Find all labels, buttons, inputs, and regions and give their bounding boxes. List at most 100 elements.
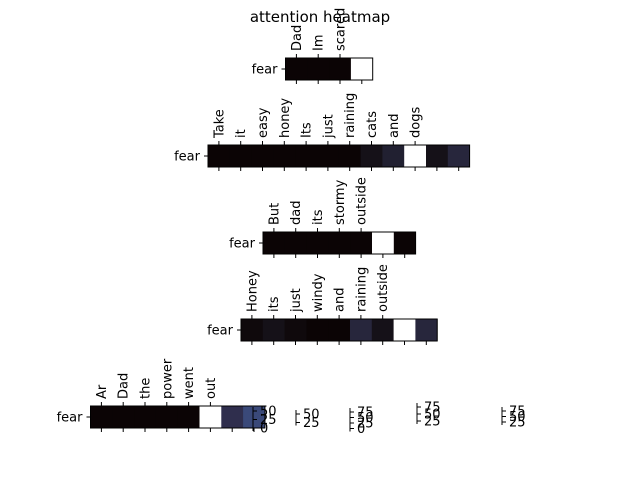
heatmap-row: Ar Dad the power went out fear (57, 358, 266, 432)
colorbar-tick-label: 50 (260, 405, 277, 420)
token-label: just (289, 288, 304, 313)
token-label: and (387, 114, 402, 138)
colorbar-tick-label: 50 (424, 408, 441, 423)
token-label: it (234, 129, 249, 138)
heatmap-cell (243, 406, 266, 428)
colorbar-tick-label: 50 (509, 410, 526, 425)
row-label: fear (229, 237, 256, 252)
colorbar-tick-label: 50 (303, 408, 320, 423)
token-label: Dad (290, 25, 305, 51)
row-label: fear (207, 324, 234, 339)
token-label: Dad (117, 373, 132, 399)
heatmap-cell (350, 58, 374, 80)
row-label: fear (57, 411, 84, 426)
heatmap-cell (262, 319, 285, 341)
colorbar-tick-label: 25 (424, 415, 441, 430)
row-label: fear (174, 150, 201, 165)
heatmap-cell (284, 232, 307, 254)
heatmap-cell (90, 406, 113, 428)
heatmap-cell (273, 145, 296, 167)
token-label: cats (365, 111, 380, 138)
colorbar-tick-label: 75 (424, 401, 441, 416)
token-label: windy (311, 273, 326, 312)
heatmap-cell (229, 145, 252, 167)
row-label: fear (252, 63, 279, 78)
heatmap-cell (263, 232, 286, 254)
token-label: Its (300, 122, 315, 138)
colorbar-tick-label: 0 (260, 422, 268, 437)
heatmap-cell (284, 319, 307, 341)
colorbar-tick-label: 25 (303, 416, 320, 431)
heatmap-cell (371, 319, 394, 341)
token-label: Honey (245, 270, 260, 312)
heatmap-cell (295, 145, 318, 167)
heatmap-cell (338, 145, 361, 167)
token-label: outside (376, 264, 391, 312)
heatmap-cell (393, 232, 416, 254)
heatmap-cell (372, 232, 395, 254)
heatmap-row: But dad its stormy outside fear (229, 177, 417, 258)
token-label: raining (354, 267, 369, 312)
token-label: stormy (333, 179, 348, 225)
heatmap-cell (393, 319, 416, 341)
heatmap-cell (404, 145, 427, 167)
token-label: and (333, 288, 348, 312)
heatmap-cell (177, 406, 200, 428)
token-label: outside (355, 177, 370, 225)
heatmap-cell (382, 145, 405, 167)
heatmap-cell (360, 145, 383, 167)
heatmap-cell (285, 58, 308, 80)
heatmap-cell (221, 406, 244, 428)
token-label: just (321, 114, 336, 139)
token-label: its (311, 209, 326, 225)
colorbar-tick-label: 25 (509, 416, 526, 431)
chart-title: attention heatmap (250, 8, 390, 26)
token-label: Take (212, 109, 227, 139)
heatmap-row: Dad Im scared fear (252, 8, 374, 84)
heatmap-cell (317, 145, 340, 167)
colorbar-tick-label: 25 (357, 417, 374, 432)
heatmap-cell (447, 145, 470, 167)
heatmap-cell (208, 145, 231, 167)
heatmap-cell (112, 406, 135, 428)
heatmap-cell (328, 232, 351, 254)
token-label: scared (334, 8, 349, 51)
token-label: But (267, 203, 282, 225)
colorbar-tick-label: 75 (509, 405, 526, 420)
token-label: dad (289, 201, 304, 225)
heatmap-cell (306, 232, 329, 254)
colorbar-tick-label: 50 (357, 411, 374, 426)
heatmap-cell (328, 319, 351, 341)
colorbar-tick-label: 0 (357, 422, 365, 437)
colorbar-tick-label: 25 (260, 413, 277, 428)
token-label: dogs (409, 107, 424, 138)
token-label: went (182, 367, 197, 399)
token-label: the (139, 378, 154, 399)
heatmap-cell (155, 406, 179, 428)
heatmap-cell (307, 58, 330, 80)
heatmap-cell (199, 406, 222, 428)
heatmap-cell (241, 319, 264, 341)
token-label: Im (312, 35, 327, 52)
token-label: honey (278, 98, 293, 138)
token-label: out (204, 378, 219, 399)
token-label: raining (343, 93, 358, 138)
heatmap-cell (426, 145, 449, 167)
heatmap-cell (415, 319, 438, 341)
token-label: power (160, 358, 175, 399)
token-label: Ar (95, 384, 110, 399)
heatmap-row: Take it easy honey Its just raining cats and dogs… (174, 93, 471, 171)
heatmap-cell (251, 145, 274, 167)
heatmap-cell (350, 232, 373, 254)
heatmap-cell (350, 319, 373, 341)
token-label: its (267, 296, 282, 312)
token-label: easy (256, 107, 271, 138)
heatmap-cell (329, 58, 352, 80)
heatmap-row: Honey its just windy and raining outside fear (207, 264, 438, 345)
